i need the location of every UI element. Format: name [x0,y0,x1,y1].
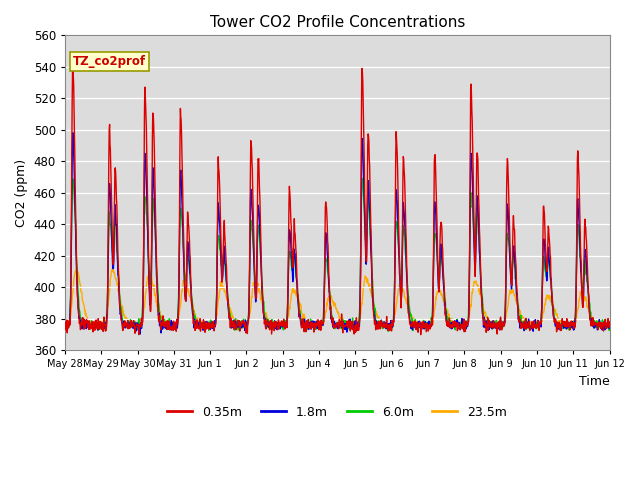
X-axis label: Time: Time [579,375,609,388]
Title: Tower CO2 Profile Concentrations: Tower CO2 Profile Concentrations [209,15,465,30]
Legend: 0.35m, 1.8m, 6.0m, 23.5m: 0.35m, 1.8m, 6.0m, 23.5m [162,401,513,424]
Text: TZ_co2prof: TZ_co2prof [73,55,147,68]
Y-axis label: CO2 (ppm): CO2 (ppm) [15,159,28,227]
